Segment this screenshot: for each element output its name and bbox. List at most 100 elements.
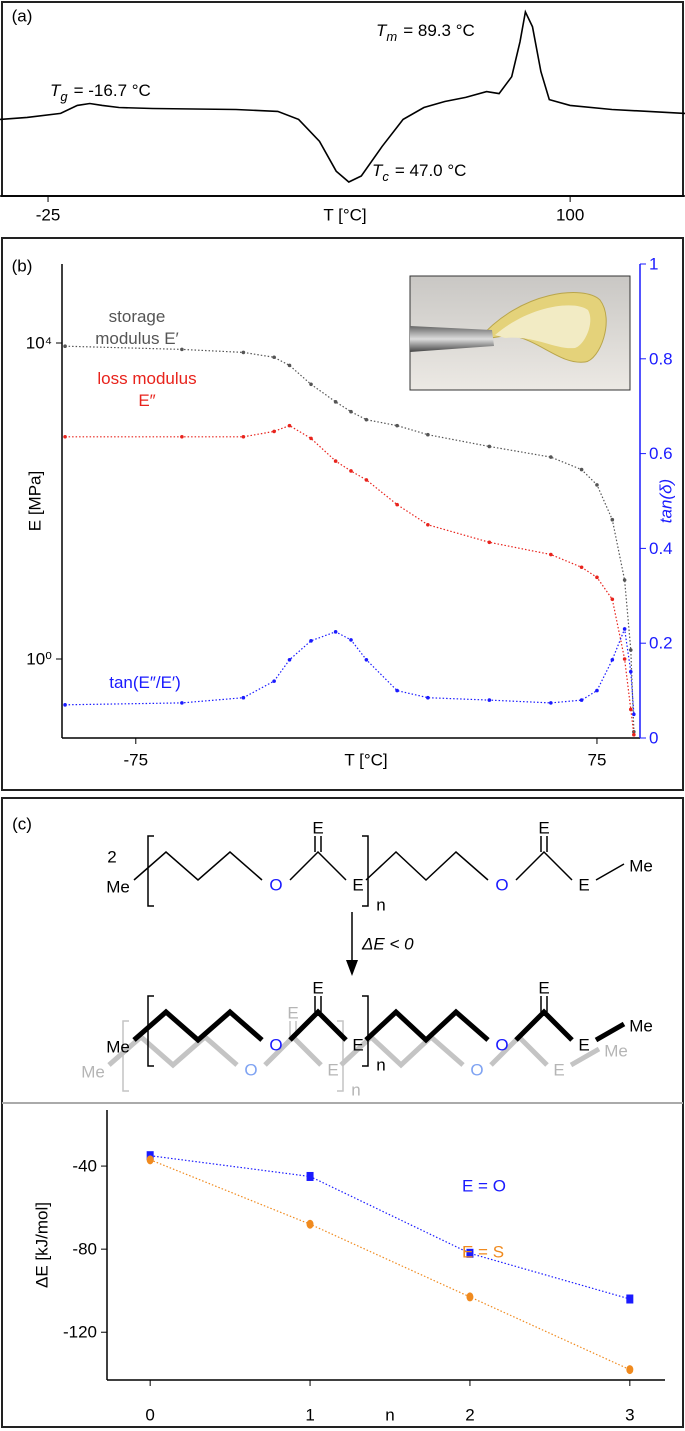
point bbox=[333, 630, 338, 634]
scheme-coefficient: 2 bbox=[107, 848, 116, 867]
point bbox=[395, 423, 399, 428]
annotation-part: = 47.0 °C bbox=[395, 161, 467, 180]
point bbox=[180, 347, 184, 352]
scheme-label: Me bbox=[106, 1038, 130, 1057]
point bbox=[610, 657, 615, 662]
point bbox=[364, 417, 369, 422]
scheme-label: n bbox=[376, 1056, 385, 1075]
x-tick-label: 2 bbox=[465, 1406, 474, 1425]
y2-tick-label: 0 bbox=[649, 729, 658, 748]
point bbox=[63, 703, 67, 707]
annotation-part: = -16.7 °C bbox=[74, 81, 151, 100]
y2-tick-label: 1 bbox=[649, 255, 658, 274]
scheme-label: E bbox=[312, 819, 323, 838]
legend-label: tan(E″/E′) bbox=[109, 673, 181, 692]
point bbox=[306, 1171, 314, 1181]
panel-label: (b) bbox=[12, 257, 33, 276]
point bbox=[306, 1219, 314, 1229]
x-tick-label: 3 bbox=[625, 1406, 634, 1425]
point bbox=[466, 1248, 474, 1258]
y2-tick-label: 0.6 bbox=[649, 444, 673, 463]
series-line bbox=[150, 1155, 630, 1300]
point bbox=[628, 707, 633, 712]
scheme-label: O bbox=[244, 1061, 257, 1080]
point bbox=[63, 344, 67, 349]
scheme-label: E bbox=[352, 1036, 363, 1055]
point bbox=[180, 701, 184, 705]
point bbox=[632, 712, 636, 717]
point bbox=[549, 455, 553, 459]
scheme-label: E bbox=[312, 979, 323, 998]
point bbox=[549, 552, 553, 557]
legend-label: E = S bbox=[462, 1243, 504, 1262]
annotation-part: T bbox=[372, 161, 384, 180]
point bbox=[333, 459, 338, 463]
scheme-label: E bbox=[327, 1061, 338, 1080]
x-tick-label: 100 bbox=[556, 206, 584, 225]
point bbox=[309, 639, 313, 643]
y2-tick-label: 0.4 bbox=[649, 539, 673, 558]
point bbox=[241, 350, 246, 355]
x-axis-label: T [°C] bbox=[323, 206, 366, 225]
point bbox=[395, 688, 399, 693]
y2-tick-label: 0.2 bbox=[649, 634, 673, 653]
point bbox=[426, 522, 430, 527]
panel-frame bbox=[1, 797, 684, 1428]
point bbox=[626, 1294, 634, 1304]
point bbox=[595, 483, 599, 487]
point bbox=[595, 688, 599, 693]
scheme-label: O bbox=[269, 876, 282, 895]
arrow-head bbox=[346, 960, 358, 976]
x-axis-label: n bbox=[385, 1406, 394, 1425]
legend-label: storage modulus E′ bbox=[95, 307, 179, 348]
x-tick-label: -25 bbox=[36, 206, 61, 225]
point bbox=[241, 695, 246, 700]
annotation: Tm = 89.3 °C bbox=[376, 21, 475, 44]
point bbox=[272, 429, 276, 434]
point bbox=[309, 382, 313, 387]
point bbox=[610, 597, 615, 602]
point bbox=[180, 434, 184, 439]
point bbox=[272, 355, 276, 360]
point bbox=[549, 701, 553, 705]
y2-axis-label: tan(δ) bbox=[657, 479, 676, 523]
point bbox=[632, 732, 636, 737]
point bbox=[487, 444, 492, 449]
point bbox=[333, 400, 338, 404]
point bbox=[395, 502, 399, 507]
point bbox=[626, 1365, 634, 1375]
point bbox=[628, 648, 633, 652]
scheme-label: Me bbox=[81, 1063, 105, 1082]
scheme-label: E bbox=[553, 1061, 564, 1080]
scheme-label: O bbox=[495, 1036, 508, 1055]
scheme-label: Me bbox=[106, 878, 130, 897]
point bbox=[364, 478, 369, 482]
series-line bbox=[0, 9, 685, 183]
point bbox=[579, 565, 584, 570]
point bbox=[610, 517, 615, 522]
point bbox=[272, 679, 276, 683]
x-tick-label: 1 bbox=[305, 1406, 314, 1425]
annotation-part: m bbox=[386, 29, 397, 44]
legend-label: loss modulus E″ bbox=[97, 369, 197, 410]
scheme-label: O bbox=[269, 1036, 282, 1055]
point bbox=[146, 1155, 154, 1165]
point bbox=[309, 436, 313, 441]
reaction-label: ΔE < 0 bbox=[361, 935, 414, 954]
scheme-label: n bbox=[351, 1081, 360, 1100]
sample-photo bbox=[409, 275, 631, 391]
x-axis-label: T [°C] bbox=[344, 751, 387, 770]
point bbox=[622, 657, 627, 661]
x-tick-label: 0 bbox=[145, 1406, 154, 1425]
x-tick-label: 75 bbox=[587, 751, 606, 770]
point bbox=[487, 698, 492, 702]
scheme-label: E bbox=[352, 876, 363, 895]
annotation: Tc = 47.0 °C bbox=[372, 161, 466, 184]
annotation-part: = 89.3 °C bbox=[403, 21, 475, 40]
scheme-label: E bbox=[538, 979, 549, 998]
scheme-label: Me bbox=[629, 1017, 653, 1036]
y-tick-label: -120 bbox=[63, 1323, 97, 1342]
